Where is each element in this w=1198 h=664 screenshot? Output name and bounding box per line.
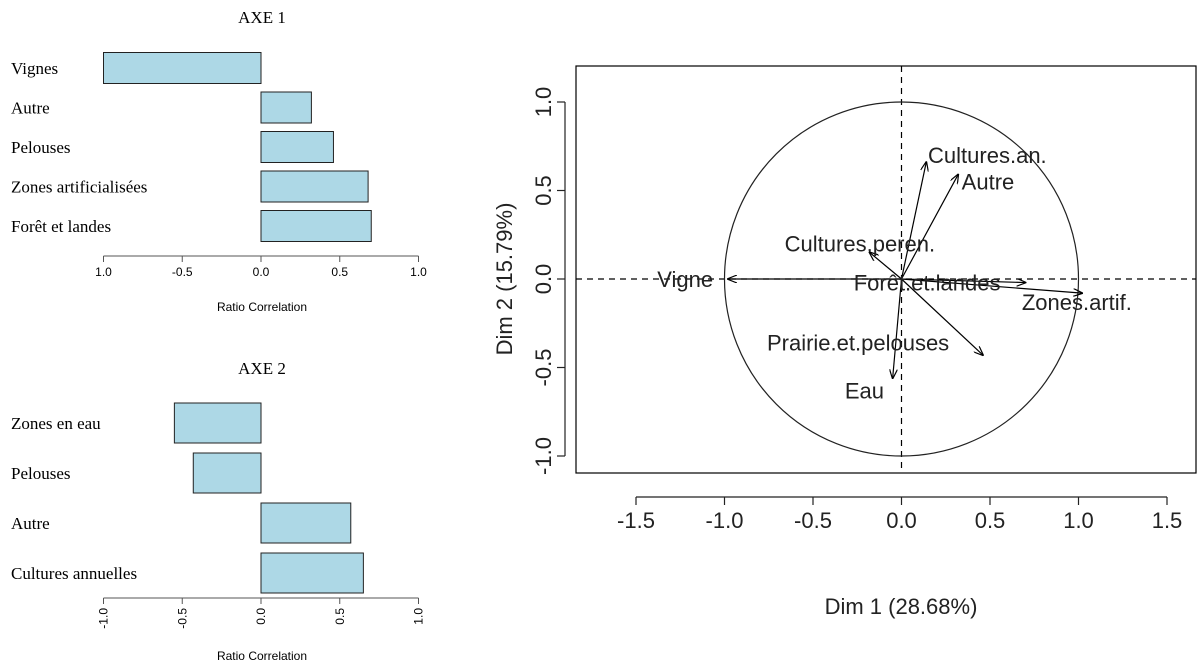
bar-label-1: Autre (11, 99, 50, 118)
bar-label-1: Pelouses (11, 464, 71, 483)
circle-xlabel: Dim 1 (28.68%) (825, 594, 978, 619)
axe1-xlabel: Ratio Correlation (217, 300, 307, 314)
axe1-bar-chart: AXE 1 Vignes Autre Pelouses Zones artificia… (11, 8, 427, 314)
circle-ylabel: Dim 2 (15.79%) (492, 203, 517, 356)
axe2-title: AXE 2 (238, 359, 286, 378)
x-tick-label-6: 1.5 (1152, 508, 1183, 533)
vector-arrow-3 (870, 252, 902, 280)
bar-2 (260, 502, 352, 544)
axe2-xlabel: Ratio Correlation (217, 649, 307, 663)
x-tick-label-4: 1.0 (410, 265, 427, 279)
vector-arrow-1 (900, 162, 927, 280)
vector-arrow-2 (900, 175, 959, 280)
x-tick-label-1: -0.5 (172, 265, 193, 279)
bar-label-0: Vignes (11, 59, 58, 78)
x-tick-label-1: -0.5 (175, 608, 189, 629)
x-tick-label-4: 1.0 (412, 608, 426, 625)
y-tick-label-0: -1.0 (531, 437, 556, 475)
x-tick-label-2: -0.5 (794, 508, 832, 533)
x-tick-label-3: 0.5 (333, 608, 347, 625)
x-tick-label-4: 0.5 (975, 508, 1006, 533)
x-tick-label-3: 0.5 (331, 265, 348, 279)
x-tick-label-0: 1.0 (95, 265, 112, 279)
plot-frame (575, 65, 1197, 474)
y-tick-label-3: 0.5 (531, 175, 556, 206)
bar-label-2: Pelouses (11, 138, 71, 157)
y-tick-label-2: 0.0 (531, 264, 556, 295)
x-tick-label-1: -1.0 (706, 508, 744, 533)
bar-0 (103, 52, 262, 84)
bar-2 (260, 131, 334, 163)
bar-label-2: Autre (11, 514, 50, 533)
x-tick-label-2: 0.0 (253, 265, 270, 279)
vector-label-6: Prairie.et.pelouses (767, 331, 949, 356)
vector-arrow-4 (901, 279, 1026, 283)
bar-label-0: Zones en eau (11, 414, 101, 433)
bar-1 (260, 91, 312, 124)
vector-arrow-7 (893, 278, 903, 378)
bar-label-3: Cultures annuelles (11, 564, 137, 583)
bar-3 (260, 170, 369, 203)
axe2-bar-chart: AXE 2 Zones en eau Pelouses Autre Cultures … (11, 359, 426, 663)
y-tick-label-1: -0.5 (531, 349, 556, 387)
vector-arrow-6 (901, 278, 983, 355)
vector-label-5: Zones.artif. (1022, 290, 1132, 315)
correlation-circle-plot: -1.5 -1.0 -0.5 0.0 0.5 1.0 1.5 -1.0 -0.5 0.0 0.5 1.… (492, 65, 1197, 619)
x-tick-label-0: -1.0 (97, 608, 111, 629)
bar-3 (260, 552, 364, 594)
bar-1 (192, 452, 262, 494)
vector-label-3: Cultures.peren. (785, 232, 935, 257)
bar-0 (173, 402, 262, 444)
x-tick-label-0: -1.5 (617, 508, 655, 533)
bar-label-4: Forêt et landes (11, 217, 111, 236)
vector-label-1: Cultures.an. (928, 143, 1047, 168)
bar-label-3: Zones artificialisées (11, 178, 147, 197)
y-tick-label-4: 1.0 (531, 87, 556, 118)
x-tick-label-5: 1.0 (1063, 508, 1094, 533)
x-tick-label-2: 0.0 (254, 608, 268, 625)
axe1-title: AXE 1 (238, 8, 286, 27)
unit-circle (723, 101, 1080, 457)
bar-4 (260, 210, 372, 242)
vector-label-4: Forêt.et.landes (854, 271, 1001, 296)
x-tick-label-3: 0.0 (886, 508, 917, 533)
vector-label-7: Eau (845, 379, 884, 404)
vector-arrow-5 (901, 278, 1083, 293)
vector-label-2: Autre (962, 170, 1015, 195)
vector-label-0: Vigne (657, 267, 713, 292)
